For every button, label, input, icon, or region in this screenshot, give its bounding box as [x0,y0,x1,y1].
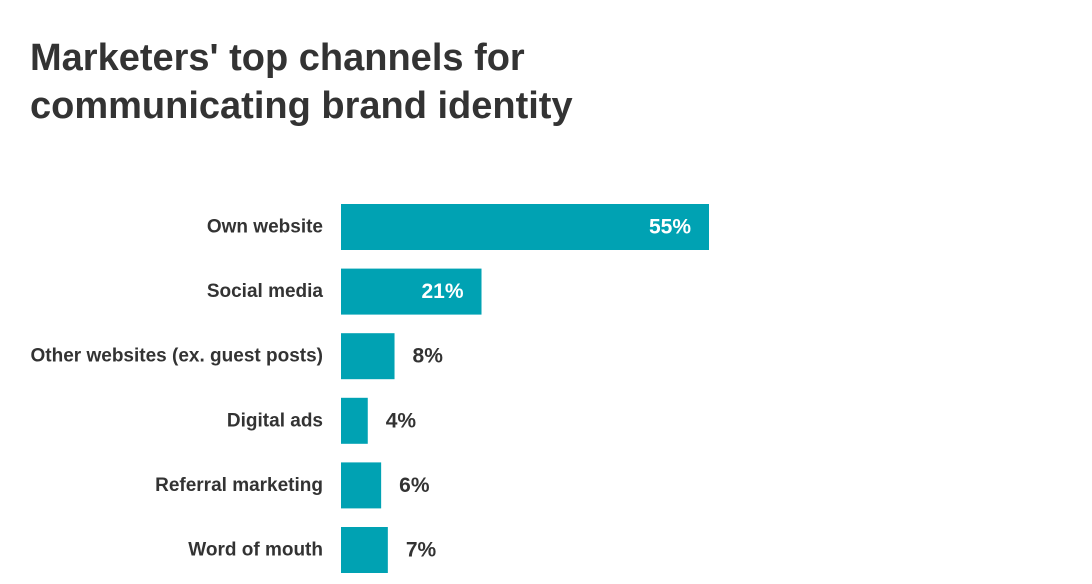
bar [341,268,482,315]
category-label: Word of mouth [188,540,323,561]
bar [341,527,388,573]
category-label: Own website [207,217,323,238]
chart-title: Marketers' top channels for communicatin… [30,34,930,130]
bar [341,204,709,250]
bar [341,462,382,509]
chart-title-line-1: Marketers' top channels for [30,37,525,79]
value-label: 8% [413,345,444,368]
value-label: 4% [386,409,417,432]
value-label: 55% [649,216,691,239]
bar [341,397,368,444]
category-label: Referral marketing [155,475,323,496]
category-label: Digital ads [227,410,323,431]
value-label: 21% [421,280,463,303]
value-label: 6% [399,474,430,497]
chart-title-line-2: communicating brand identity [30,85,573,127]
value-label: 7% [406,539,437,562]
category-label: Other websites (ex. guest posts) [31,346,323,367]
category-label: Social media [207,281,324,302]
bar [341,333,395,380]
